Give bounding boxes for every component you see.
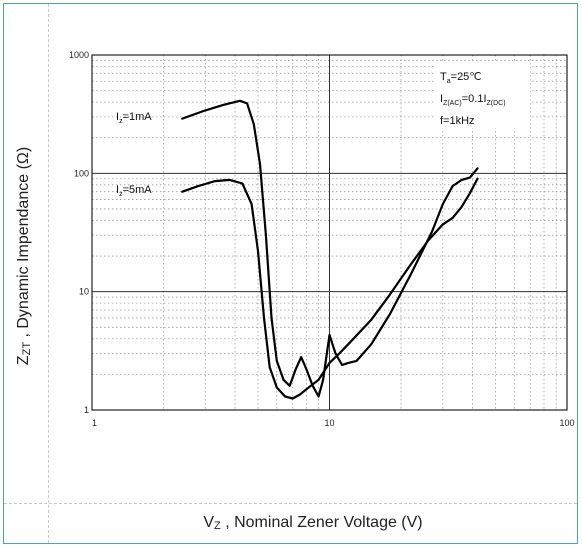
y-axis-text: , Dynamic Impendance (Ω): [15, 146, 32, 342]
x-axis-symbol: V: [203, 514, 215, 531]
x-tick-label: 100: [559, 418, 574, 428]
conditions-background: [436, 62, 530, 128]
y-tick-label: 1: [84, 405, 89, 415]
y-tick-label: 100: [74, 168, 89, 178]
y-tick-label: 10: [79, 287, 89, 297]
plot-border: [91, 54, 568, 411]
condition-temperature: Ta=25℃: [440, 71, 482, 85]
y-axis-symbol: Z: [15, 355, 32, 366]
tick-labels: 1 10 100 1 10 100 1000: [69, 50, 575, 428]
y-axis-label: ZZT , Dynamic Impendance (Ω): [15, 147, 33, 365]
curves: [181, 99, 479, 400]
series-label-5mA: Iz=5mA: [116, 184, 152, 198]
x-tick-label: 1: [92, 418, 97, 428]
major-grid: [91, 54, 568, 411]
x-tick-label: 10: [324, 418, 334, 428]
y-tick-label: 1000: [69, 50, 89, 60]
series-line-1: [181, 177, 479, 400]
x-axis-text: , Nominal Zener Voltage (V): [220, 514, 423, 531]
chart-frame: [3, 3, 578, 544]
condition-current-ratio: IZ(AC)=0.1IZ(DC): [440, 93, 506, 107]
guide-line-vertical: [48, 4, 49, 543]
y-axis-symbol-sub: ZT: [21, 341, 33, 356]
guide-line-horizontal: [4, 503, 577, 504]
x-axis-symbol-sub: Z: [214, 520, 221, 532]
series-label-1mA: Iz=1mA: [116, 111, 152, 125]
conditions-annotation: Ta=25℃ IZ(AC)=0.1IZ(DC) f=1kHz: [436, 62, 530, 128]
x-axis-label: VZ , Nominal Zener Voltage (V): [48, 514, 578, 532]
condition-frequency: f=1kHz: [440, 115, 475, 127]
